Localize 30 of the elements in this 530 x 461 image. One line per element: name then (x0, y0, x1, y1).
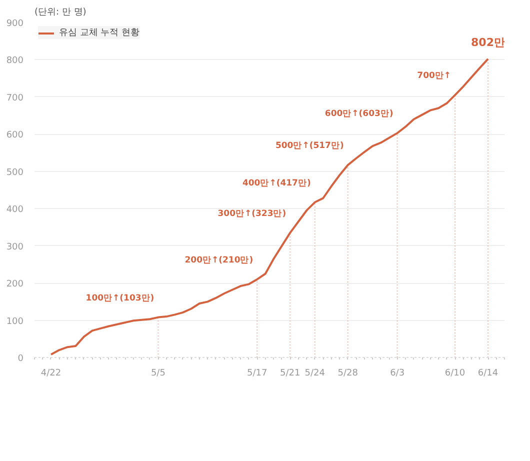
x-tick-label: 5/5 (150, 368, 166, 378)
annotation: 802만 (471, 36, 505, 49)
x-tick-label: 5/28 (338, 368, 358, 378)
annotation: 500만↑(517만) (275, 141, 344, 152)
y-tick-label: 800 (6, 56, 24, 66)
y-tick-label: 500 (6, 168, 24, 178)
y-axis-title: (단위: 만 명) (34, 8, 86, 18)
line-series (50, 58, 490, 356)
y-tick-label: 600 (6, 130, 24, 141)
annotation: 700만↑ (417, 71, 452, 82)
annotation: 100만↑(103만) (86, 293, 154, 304)
legend-label: 유심 교체 누적 현황 (59, 27, 140, 39)
y-tick-label: 0 (18, 354, 24, 364)
annotation: 600만↑(603만) (324, 109, 394, 120)
annotation: 200만↑(210만) (184, 255, 254, 266)
y-tick-label: 700 (6, 93, 24, 104)
x-tick-label: 5/17 (247, 368, 268, 378)
x-tick-label: 5/24 (304, 368, 326, 378)
annotation: 300만↑(323만) (218, 208, 286, 219)
annotation: 400만↑(417만) (242, 178, 311, 188)
y-tick-label: 100 (6, 316, 24, 327)
x-tick-label: 4/22 (40, 368, 62, 378)
x-tick-label: 6/3 (390, 368, 405, 378)
y-tick-label: 300 (6, 242, 24, 252)
x-tick-label: 5/21 (280, 368, 300, 378)
x-tick-label: 6/10 (444, 368, 466, 378)
x-tick-label: 6/14 (478, 368, 498, 378)
y-tick-label: 200 (6, 280, 24, 290)
y-tick-label: 900 (6, 19, 24, 29)
y-tick-label: 400 (6, 205, 24, 216)
